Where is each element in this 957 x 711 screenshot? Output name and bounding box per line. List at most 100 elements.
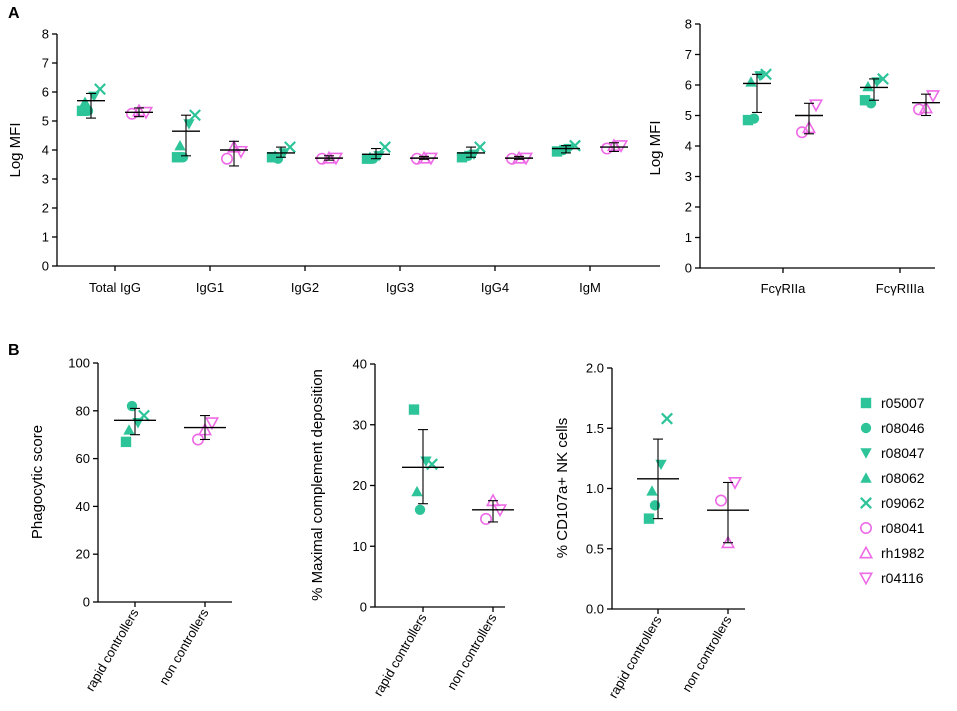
y-tick-label: 20 xyxy=(353,478,367,493)
data-point-triangle-down xyxy=(655,459,667,471)
x-tick-label-non-controllers: non controllers xyxy=(156,606,212,688)
data-point-circle xyxy=(748,113,760,124)
data-point-square xyxy=(120,436,132,448)
group-fc-riia-rapid xyxy=(742,68,772,126)
y-tick-label: 40 xyxy=(76,499,90,514)
data-point-triangle-down-open xyxy=(808,99,824,113)
group-igg4-rapid xyxy=(456,141,486,163)
y-tick-label: 0.5 xyxy=(586,541,604,556)
y-tick-label: 0 xyxy=(83,595,90,610)
group-total-igg-non xyxy=(125,103,154,120)
data-point-triangle-down-open xyxy=(233,145,249,159)
data-point-circle xyxy=(865,98,877,109)
data-point-triangle-up xyxy=(862,80,874,92)
legend-marker-triangle-up-open xyxy=(858,545,874,559)
legend-marker-square xyxy=(860,397,872,409)
group-igg1-non xyxy=(220,139,249,167)
data-point-triangle-up xyxy=(364,151,376,162)
legend-label: r08062 xyxy=(881,470,925,486)
y-tick-label: 8 xyxy=(42,27,49,42)
data-point-cross xyxy=(661,412,673,425)
data-point-triangle-down xyxy=(132,418,144,429)
y-axis-label: Phagocytic score xyxy=(29,425,46,539)
y-tick-label: 5 xyxy=(42,114,49,129)
y-tick-label: 1 xyxy=(685,230,692,245)
data-point-triangle-down-open xyxy=(613,140,629,154)
legend-item-r08046: r08046 xyxy=(860,420,925,436)
y-tick-label: 0 xyxy=(42,259,49,274)
group-fc-riia-non xyxy=(795,99,824,139)
data-point-circle-open xyxy=(600,142,613,155)
y-tick-label: 3 xyxy=(685,169,692,184)
x-tick-label-fc-riiia: FcγRIIIa xyxy=(876,281,925,296)
x-tick-label-rapid-controllers: rapid controllers xyxy=(370,611,429,699)
x-tick-label-igg3: IgG3 xyxy=(386,280,414,295)
legend-marker-cross xyxy=(860,497,872,509)
legend-marker-triangle-down xyxy=(860,448,872,459)
data-point-circle-open xyxy=(714,494,727,507)
data-point-triangle-up xyxy=(745,76,757,87)
x-tick-label-igg2: IgG2 xyxy=(291,280,319,295)
y-tick-label: 1 xyxy=(42,230,49,245)
y-tick-label: 0 xyxy=(360,600,367,615)
data-point-square xyxy=(643,513,655,524)
data-point-square xyxy=(859,95,871,106)
data-point-square xyxy=(408,404,420,415)
y-tick-label: 7 xyxy=(685,47,692,62)
data-point-square xyxy=(742,114,754,126)
data-point-cross xyxy=(94,83,106,96)
legend-label: r04116 xyxy=(881,570,924,586)
legend-item-r05007: r05007 xyxy=(860,395,925,411)
group-igg2-rapid xyxy=(266,141,296,164)
y-tick-label: 8 xyxy=(685,17,692,32)
legend-marker-circle-open xyxy=(859,521,872,534)
data-point-triangle-down xyxy=(754,71,766,82)
data-point-circle-open xyxy=(126,107,139,120)
data-point-triangle-up xyxy=(459,150,471,161)
data-point-circle xyxy=(126,400,138,412)
x-tick-label-igm: IgM xyxy=(579,280,601,295)
data-point-cross xyxy=(474,141,486,154)
chart-cd107a-nk-cells: 0.0 0.5 1.0 1.5 2.0 % CD107a+ NK cells rapid c… xyxy=(554,361,749,701)
y-tick-label: 1.0 xyxy=(586,481,604,496)
y-tick-label: 4 xyxy=(42,143,49,158)
data-point-triangle-down-open xyxy=(925,90,941,104)
data-point-cross xyxy=(379,141,391,154)
data-point-circle-open xyxy=(912,103,925,116)
chart-igg-subclasses: 0 1 2 3 4 5 6 7 8 Log MFI Total IgG IgG1 IgG2 IgG3 IgG… xyxy=(7,27,660,295)
legend-item-r09062: r09062 xyxy=(860,495,925,511)
y-tick-label: 10 xyxy=(353,539,367,554)
x-tick-label-non-controllers: non controllers xyxy=(444,611,500,693)
group-igm-rapid xyxy=(551,139,581,157)
data-point-triangle-up xyxy=(269,150,281,161)
data-point-square xyxy=(76,105,88,117)
x-tick-label-fc-riia: FcγRIIa xyxy=(761,281,807,296)
data-point-cross xyxy=(284,141,296,154)
legend-item-r08062: r08062 xyxy=(860,470,925,486)
data-point-triangle-up xyxy=(123,424,135,435)
group-rapid-controllers-center xyxy=(637,412,679,524)
y-tick-label: 100 xyxy=(68,356,90,371)
data-point-triangle-down xyxy=(183,119,195,130)
data-point-triangle-up xyxy=(174,139,186,151)
x-tick-label-total-igg: Total IgG xyxy=(89,280,141,295)
legend-marker-triangle-down-open xyxy=(858,572,874,586)
y-tick-label: 30 xyxy=(353,417,367,432)
data-point-triangle-up xyxy=(646,485,658,496)
y-tick-label: 4 xyxy=(685,139,692,154)
y-tick-label: 40 xyxy=(353,357,367,372)
group-total-igg-rapid xyxy=(76,83,106,119)
legend-label: r05007 xyxy=(881,395,925,411)
group-igg2-non xyxy=(315,150,344,166)
y-tick-label: 0.0 xyxy=(586,602,604,617)
group-fc-riiia-non xyxy=(912,90,941,117)
y-tick-label: 60 xyxy=(76,451,90,466)
y-axis-label: Log MFI xyxy=(647,120,664,175)
y-tick-label: 2 xyxy=(685,200,692,215)
y-tick-label: 6 xyxy=(42,85,49,100)
x-tick-label-rapid-controllers: rapid controllers xyxy=(605,613,664,701)
y-tick-label: 80 xyxy=(76,403,90,418)
data-point-triangle-up xyxy=(411,485,423,497)
group-fc-riiia-rapid xyxy=(859,72,889,109)
group-non-controllers-center xyxy=(184,415,226,446)
